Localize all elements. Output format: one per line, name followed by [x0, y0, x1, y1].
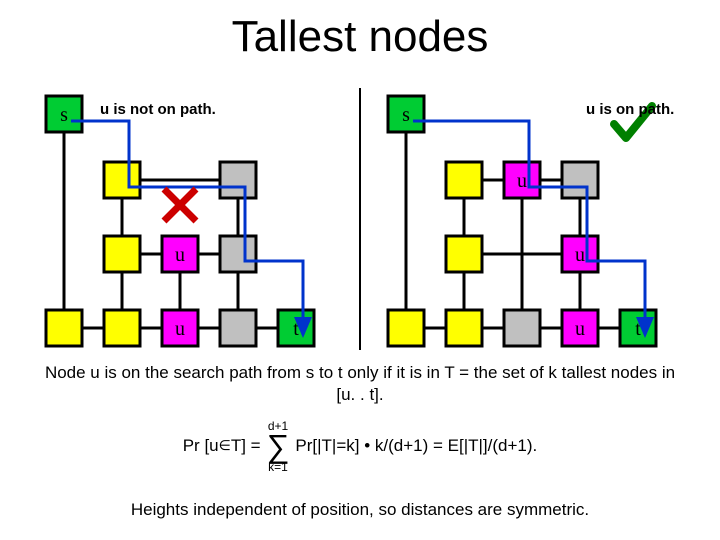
grid-node	[220, 236, 256, 272]
grid-node	[46, 310, 82, 346]
diagram-svg: s u u t s u u u t	[40, 88, 680, 350]
grid-node	[220, 310, 256, 346]
explanation-text: Node u is on the search path from s to t…	[40, 362, 680, 406]
diagram-area: suutsuuut u is not on path. u is on path…	[40, 88, 680, 350]
node-label: u	[175, 318, 185, 340]
grid-node	[446, 162, 482, 198]
grid-node	[104, 162, 140, 198]
caption-right: u is on path.	[586, 101, 720, 118]
grid-node	[104, 310, 140, 346]
node-label: t	[635, 318, 641, 340]
node-label: u	[575, 318, 585, 340]
grid-node	[446, 310, 482, 346]
grid-node	[104, 236, 140, 272]
final-text: Heights independent of position, so dist…	[40, 500, 680, 520]
grid-node	[446, 236, 482, 272]
grid-node	[220, 162, 256, 198]
formula: Pr [u∈T] = d+1 ∑ k=1 Pr[|T|=k] • k/(d+1)…	[0, 420, 720, 473]
node-label: t	[293, 318, 299, 340]
node-label: s	[402, 104, 410, 126]
node-label: u	[575, 244, 585, 266]
grid-node	[504, 310, 540, 346]
slide-title: Tallest nodes	[0, 12, 720, 62]
search-path	[71, 121, 303, 335]
search-path	[413, 121, 645, 335]
caption-left: u is not on path.	[100, 101, 270, 118]
node-label: u	[175, 244, 185, 266]
grid-node	[388, 310, 424, 346]
node-label: s	[60, 104, 68, 126]
grid-node	[562, 162, 598, 198]
node-label: u	[517, 170, 527, 192]
